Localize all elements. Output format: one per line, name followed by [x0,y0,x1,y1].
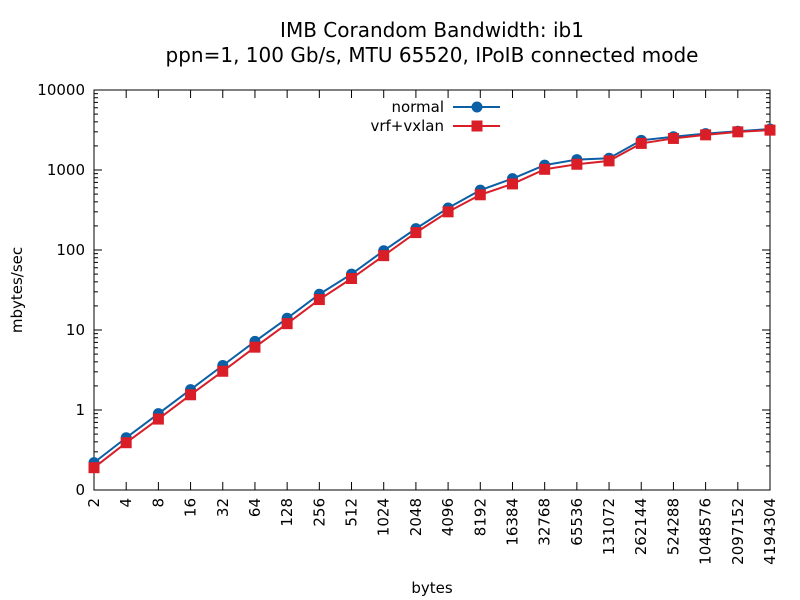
data-point [346,273,358,285]
data-point [378,250,390,262]
y-tick-label: 10 [66,321,85,339]
data-point [281,318,293,330]
x-tick-label: 4 [117,498,135,508]
x-tick-label: 524288 [664,498,682,555]
series-line [93,128,771,464]
plot-area [93,89,771,491]
data-point [442,206,454,218]
x-tick-label: 64 [246,498,264,517]
data-point [474,189,486,201]
data-point [667,132,679,144]
x-tick-label: 256 [310,498,328,527]
data-point [217,365,229,377]
data-point [635,137,647,149]
data-point [539,163,551,175]
x-tick-label: 1048576 [697,498,715,565]
legend-label: vrf+vxlan [370,117,444,135]
data-point [764,124,776,136]
x-axis-label: bytes [411,579,453,597]
data-point [152,413,164,425]
data-point [120,437,132,449]
series-layer [88,123,776,474]
data-point [700,129,712,141]
chart-subtitle: ppn=1, 100 Gb/s, MTU 65520, IPoIB connec… [166,43,699,67]
x-tick-label: 1024 [375,498,393,536]
x-tick-label: 2048 [407,498,425,536]
legend-marker [471,101,483,113]
data-point [603,155,615,167]
series-line [93,129,771,469]
x-tick-label: 4096 [439,498,457,536]
x-tick-label: 8 [149,498,167,508]
y-axis-label: mbytes/sec [8,247,26,333]
data-point [732,126,744,138]
x-tick-label: 16384 [503,498,521,546]
y-tick-label: 100 [56,241,85,259]
x-tick-label: 8192 [471,498,489,536]
x-tick-label: 16 [182,498,200,517]
series-1 [88,124,776,474]
data-point [410,227,422,239]
data-point [185,389,197,401]
x-axis: 2 4 8 16 32 64 128 256 512 1024 2048 4096 8192 16384 3… [85,90,779,565]
data-point [506,178,518,190]
x-tick-label: 32768 [536,498,554,546]
x-tick-label: 4194304 [761,498,779,565]
y-tick-label: 1000 [47,161,85,179]
legend-marker [471,120,483,132]
y-tick-label: 10000 [37,81,85,99]
x-tick-label: 32 [214,498,232,517]
x-tick-label: 2 [85,498,103,508]
data-point [249,341,261,353]
y-tick-label: 1 [75,401,85,419]
x-tick-label: 131072 [600,498,618,555]
data-point [88,462,100,474]
x-tick-label: 2097152 [729,498,747,565]
y-tick-label: 0 [75,481,85,499]
x-tick-label: 128 [278,498,296,527]
y-axis: 0 1 10 100 1000 10000 [37,81,770,499]
data-point [571,158,583,170]
x-tick-label: 262144 [632,498,650,555]
legend-label: normal [391,98,444,116]
x-tick-label: 512 [343,498,361,527]
chart-title: IMB Corandom Bandwidth: ib1 [280,18,584,42]
series-0 [88,123,776,469]
x-tick-label: 65536 [568,498,586,546]
data-point [313,294,325,306]
